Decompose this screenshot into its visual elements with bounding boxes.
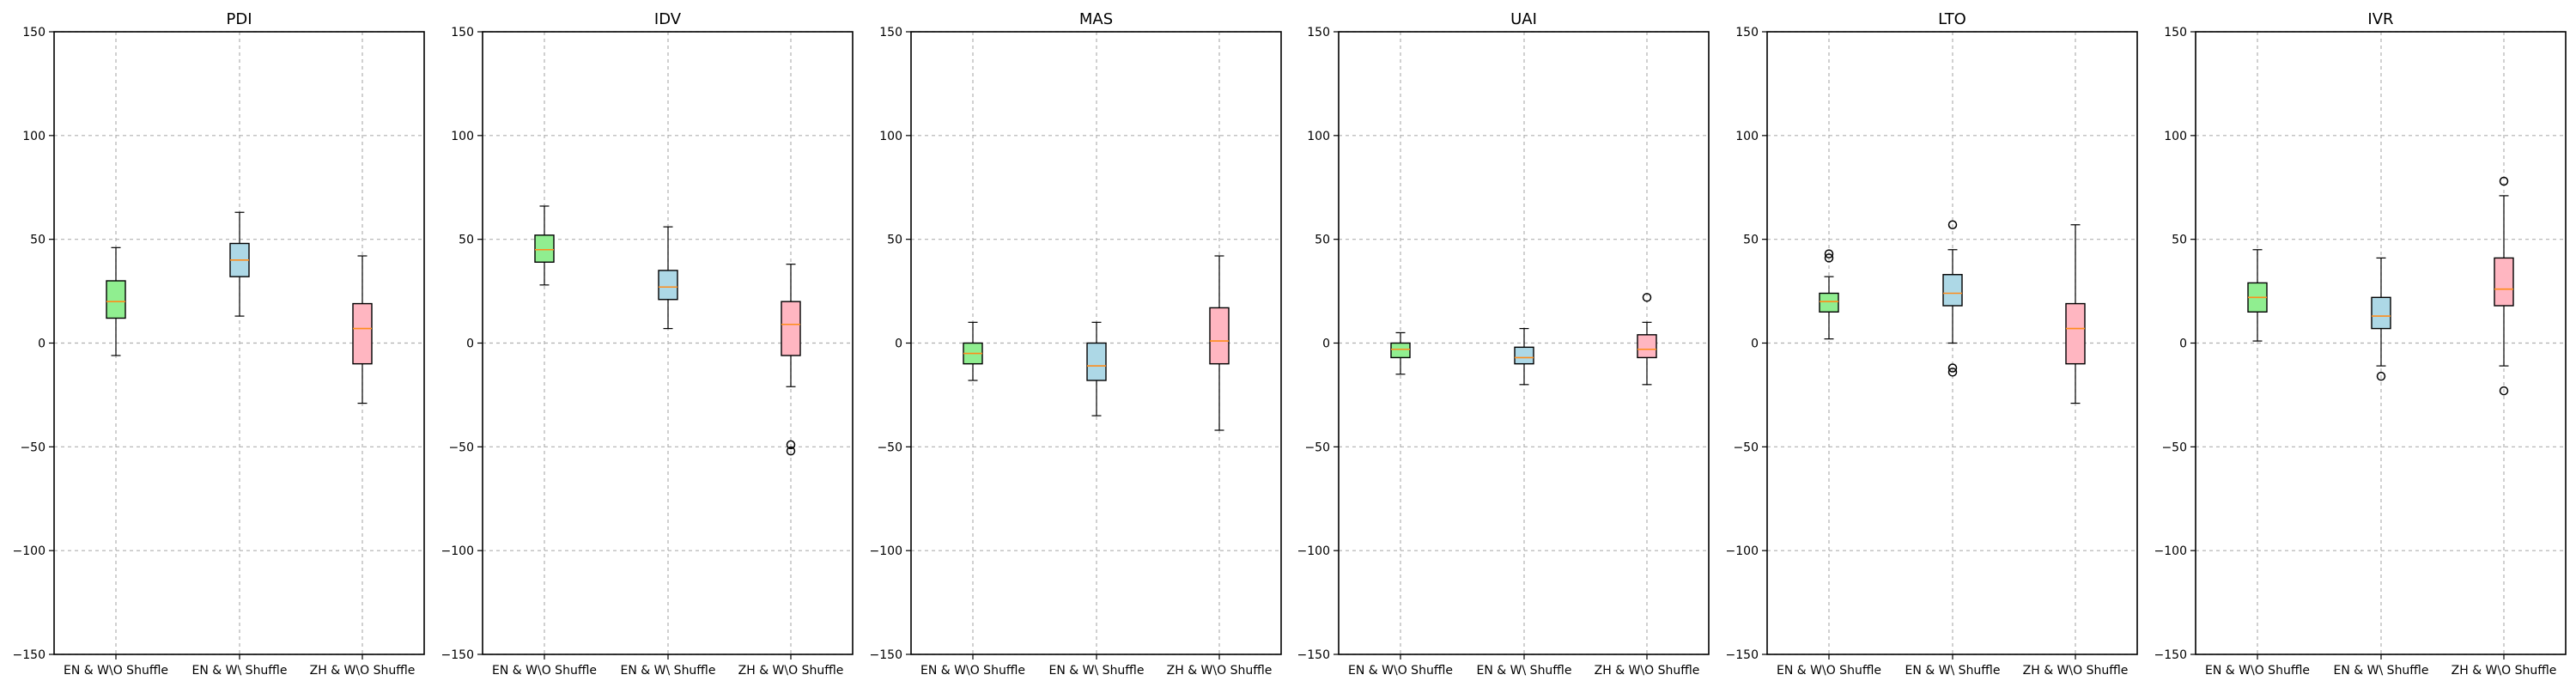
outlier-point <box>2376 371 2386 381</box>
y-tick-label: 100 <box>879 130 902 143</box>
panel-title: MAS <box>1079 10 1113 28</box>
x-tick-label: EN & W\ Shuffle <box>2334 664 2429 678</box>
y-tick-label: 0 <box>38 337 46 351</box>
y-tick-label: 50 <box>887 234 902 247</box>
y-tick-label: 100 <box>2164 130 2187 143</box>
x-tick-label: EN & W\O Shuffle <box>1348 664 1453 678</box>
x-tick-label: ZH & W\O Shuffle <box>1167 664 1273 678</box>
axes-frame <box>1766 31 2138 655</box>
y-tick-label: −50 <box>877 441 902 454</box>
outlier-point <box>1947 363 1958 373</box>
y-tick-label: −150 <box>13 648 46 662</box>
outlier-point <box>1947 220 1958 229</box>
x-tick-label: ZH & W\O Shuffle <box>310 664 416 678</box>
y-tick-label: 50 <box>2172 234 2187 247</box>
y-tick-label: 0 <box>1322 337 1330 351</box>
x-tick-label: ZH & W\O Shuffle <box>2023 664 2129 678</box>
iqr-box <box>2494 257 2514 307</box>
y-tick-label: 50 <box>1315 234 1330 247</box>
x-tick-label: EN & W\ Shuffle <box>621 664 716 678</box>
y-tick-label: 150 <box>1735 26 1759 40</box>
iqr-box <box>658 270 678 301</box>
iqr-box <box>1942 274 1963 307</box>
y-tick-label: −100 <box>1726 544 1759 558</box>
iqr-box <box>1390 342 1411 359</box>
y-tick-label: 50 <box>1743 234 1759 247</box>
panel-title: PDI <box>226 10 252 28</box>
x-tick-label: ZH & W\O Shuffle <box>738 664 844 678</box>
y-tick-label: −150 <box>441 648 474 662</box>
x-tick-label: EN & W\O Shuffle <box>64 664 168 678</box>
outlier-point <box>786 446 796 456</box>
y-tick-label: 50 <box>459 234 474 247</box>
x-tick-label: EN & W\ Shuffle <box>1049 664 1145 678</box>
y-tick-label: −150 <box>1297 648 1330 662</box>
iqr-box <box>1209 307 1230 365</box>
y-tick-label: 150 <box>2164 26 2187 40</box>
y-tick-label: −150 <box>1726 648 1759 662</box>
y-tick-label: −100 <box>870 544 902 558</box>
x-tick-label: EN & W\ Shuffle <box>1477 664 1572 678</box>
outlier-point <box>1947 368 1958 377</box>
outlier-point <box>2499 176 2509 186</box>
y-tick-label: −50 <box>2161 441 2187 454</box>
y-tick-label: −100 <box>441 544 474 558</box>
x-tick-label: ZH & W\O Shuffle <box>1595 664 1700 678</box>
y-tick-label: 150 <box>22 26 46 40</box>
panel-title: UAI <box>1510 10 1537 28</box>
x-tick-label: EN & W\ Shuffle <box>192 664 288 678</box>
y-tick-label: 100 <box>22 130 46 143</box>
outlier-point <box>1642 293 1652 302</box>
outlier-point <box>1824 253 1834 263</box>
y-tick-label: 0 <box>466 337 474 351</box>
y-tick-label: −150 <box>870 648 902 662</box>
iqr-box <box>1819 292 1839 313</box>
iqr-box <box>2371 296 2391 330</box>
y-tick-label: 50 <box>30 234 46 247</box>
panel-title: LTO <box>1938 10 1966 28</box>
x-tick-label: EN & W\O Shuffle <box>1777 664 1881 678</box>
y-tick-label: 100 <box>1307 130 1330 143</box>
panel-title: IVR <box>2367 10 2393 28</box>
axes-frame <box>1338 31 1710 655</box>
y-tick-label: −150 <box>2154 648 2187 662</box>
axes-frame <box>53 31 425 655</box>
axes-frame <box>2195 31 2567 655</box>
x-tick-label: EN & W\O Shuffle <box>920 664 1025 678</box>
y-tick-label: −100 <box>1297 544 1330 558</box>
y-tick-label: −100 <box>2154 544 2187 558</box>
iqr-box <box>1086 342 1107 381</box>
iqr-box <box>352 302 373 365</box>
x-tick-label: EN & W\ Shuffle <box>1905 664 2001 678</box>
y-tick-label: 100 <box>451 130 474 143</box>
iqr-box <box>2065 302 2086 365</box>
y-tick-label: 150 <box>1307 26 1330 40</box>
y-tick-label: −50 <box>1304 441 1330 454</box>
y-tick-label: −100 <box>13 544 46 558</box>
axes-frame <box>910 31 1282 655</box>
y-tick-label: −50 <box>448 441 474 454</box>
y-tick-label: −50 <box>20 441 46 454</box>
outlier-point <box>2499 386 2509 396</box>
axes-frame <box>482 31 854 655</box>
y-tick-label: 0 <box>2179 337 2187 351</box>
iqr-box <box>1637 334 1657 359</box>
y-tick-label: 150 <box>451 26 474 40</box>
y-tick-label: 100 <box>1735 130 1759 143</box>
y-tick-label: 0 <box>1751 337 1759 351</box>
outlier-point <box>786 440 796 450</box>
iqr-box <box>106 280 126 319</box>
x-tick-label: EN & W\O Shuffle <box>492 664 597 678</box>
x-tick-label: ZH & W\O Shuffle <box>2451 664 2557 678</box>
iqr-box <box>1514 346 1534 365</box>
iqr-box <box>781 301 801 356</box>
outlier-point <box>1824 249 1834 258</box>
y-tick-label: 150 <box>879 26 902 40</box>
panel-title: IDV <box>654 10 682 28</box>
y-tick-label: 0 <box>895 337 902 351</box>
iqr-box <box>534 234 555 263</box>
x-tick-label: EN & W\O Shuffle <box>2205 664 2310 678</box>
y-tick-label: −50 <box>1733 441 1759 454</box>
